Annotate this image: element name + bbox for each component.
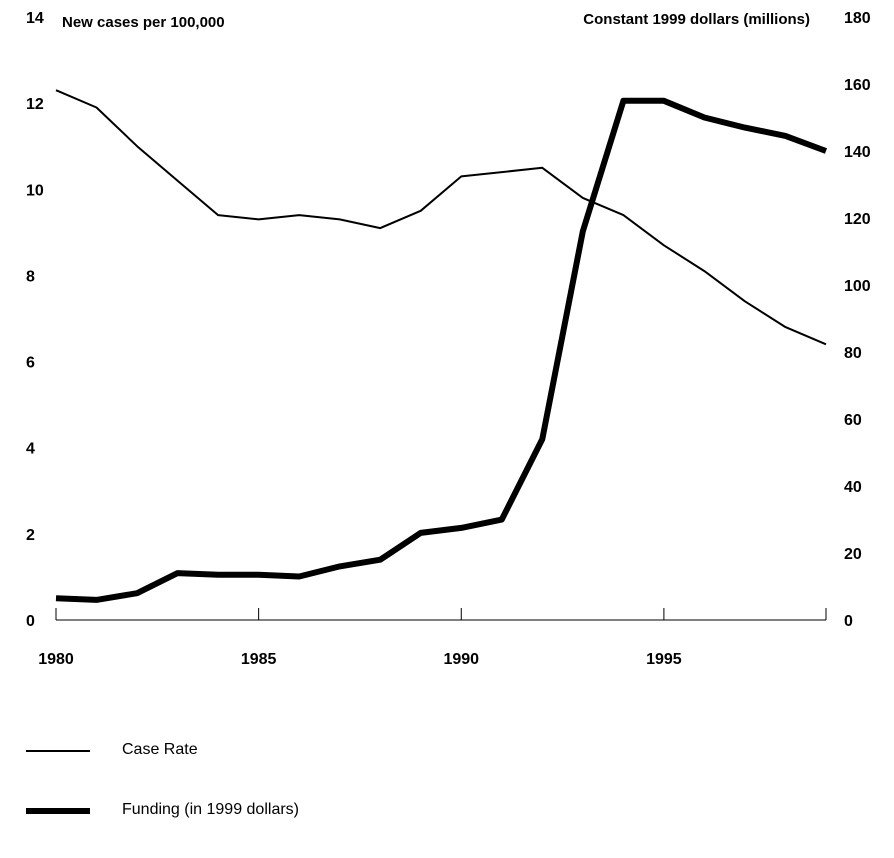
series-line-funding xyxy=(55,97,828,603)
right-tick-label: 180 xyxy=(844,10,871,27)
right-tick-label: 60 xyxy=(844,412,862,429)
legend-label-case-rate: Case Rate xyxy=(122,741,198,758)
x-tick-label: 1990 xyxy=(443,651,479,668)
right-axis-tick-labels: 0 20 40 60 80 100 120 140 160 180 xyxy=(844,10,871,630)
left-axis-tick-labels: 0 2 4 6 8 10 12 14 xyxy=(26,10,44,630)
x-tick-label: 1995 xyxy=(646,651,682,668)
legend-label-funding: Funding (in 1999 dollars) xyxy=(122,801,299,818)
right-tick-label: 160 xyxy=(844,77,871,94)
left-tick-label: 10 xyxy=(26,182,44,199)
right-tick-label: 40 xyxy=(844,479,862,496)
x-tick-label: 1980 xyxy=(38,651,74,668)
line-chart: 0 2 4 6 8 10 12 14 0 20 40 60 80 100 120 140 160 180 New… xyxy=(26,10,871,668)
left-tick-label: 2 xyxy=(26,527,35,544)
left-tick-label: 8 xyxy=(26,268,35,285)
left-tick-label: 0 xyxy=(26,613,35,630)
legend-swatch-case-rate xyxy=(26,750,90,752)
right-tick-label: 100 xyxy=(844,278,871,295)
x-axis: 1980 1985 1990 1995 xyxy=(38,608,827,668)
left-tick-label: 12 xyxy=(26,96,44,113)
series-layer xyxy=(55,89,828,603)
right-tick-label: 0 xyxy=(844,613,853,630)
x-tick-label: 1985 xyxy=(241,651,277,668)
right-axis-title: Constant 1999 dollars (millions) xyxy=(583,11,810,28)
right-tick-label: 20 xyxy=(844,546,862,563)
series-line-case-rate xyxy=(55,89,827,346)
right-tick-label: 80 xyxy=(844,345,862,362)
left-tick-label: 6 xyxy=(26,355,35,372)
legend-swatch-funding xyxy=(26,808,90,814)
right-tick-label: 140 xyxy=(844,144,871,161)
left-axis-title: New cases per 100,000 xyxy=(62,14,225,31)
left-tick-label: 4 xyxy=(26,441,35,458)
left-tick-label: 14 xyxy=(26,10,44,27)
right-tick-label: 120 xyxy=(844,211,871,228)
